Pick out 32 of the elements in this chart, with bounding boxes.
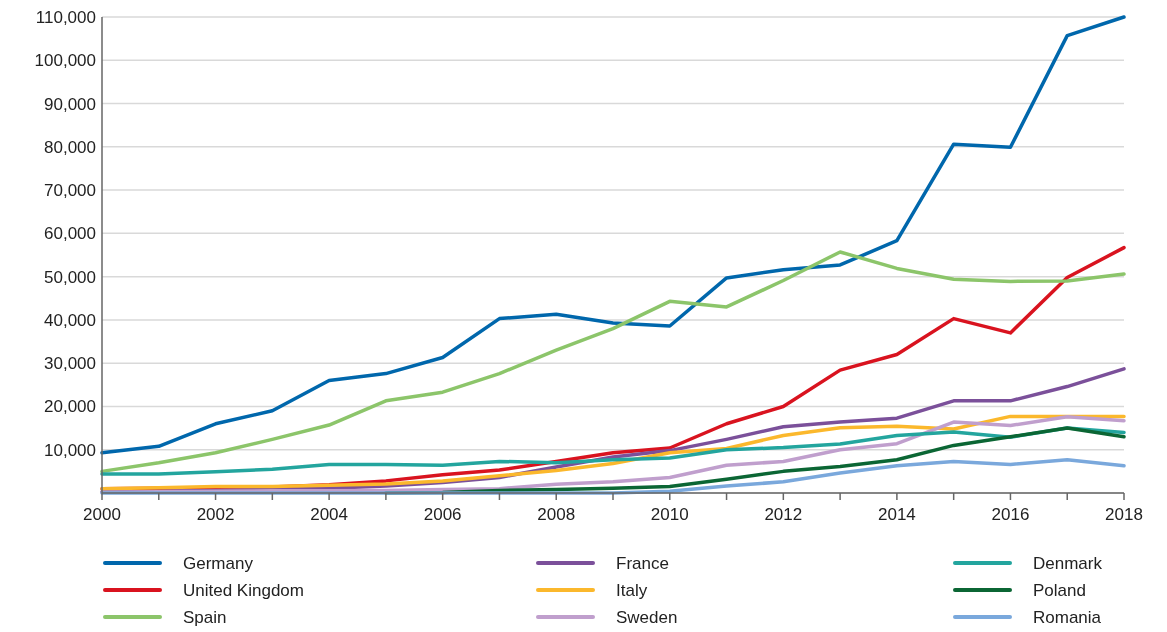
x-tick-label: 2016: [991, 505, 1030, 524]
legend-label: Romania: [1033, 608, 1102, 627]
y-tick-label: 60,000: [44, 224, 96, 244]
legend-label: Poland: [1033, 581, 1086, 600]
legend-label: Germany: [183, 554, 254, 573]
x-tick-label: 2002: [196, 505, 235, 524]
x-tick-label: 2004: [310, 505, 349, 524]
x-tick-label: 2012: [764, 505, 803, 524]
x-tick-label: 2010: [650, 505, 689, 524]
line-series: [100, 426, 1126, 476]
legend-label: Sweden: [616, 608, 678, 627]
y-tick-label: 50,000: [44, 267, 96, 287]
legend-label: Spain: [183, 608, 227, 627]
y-tick-label: 110,000: [35, 8, 96, 27]
y-tick-label: 10,000: [44, 440, 96, 460]
x-tick-label: 2006: [423, 505, 462, 524]
y-tick-label: 90,000: [44, 94, 96, 114]
line-series: [100, 15, 1126, 455]
x-tick-label: 2000: [83, 505, 121, 524]
legend-label: Italy: [616, 581, 648, 600]
y-tick-label: 40,000: [44, 310, 96, 330]
legend-label: United Kingdom: [183, 581, 304, 600]
y-tick-label: 70,000: [44, 181, 96, 201]
legend-label: France: [616, 554, 669, 573]
legend-label: Denmark: [1033, 554, 1103, 573]
x-tick-label: 2008: [537, 505, 576, 524]
y-tick-label: 30,000: [44, 354, 96, 374]
x-tick-label: 2014: [877, 505, 916, 524]
y-tick-label: 80,000: [44, 137, 96, 157]
y-tick-label: 20,000: [44, 397, 96, 417]
x-tick-label: 2018: [1105, 505, 1143, 524]
y-tick-label: 100,000: [34, 51, 96, 71]
